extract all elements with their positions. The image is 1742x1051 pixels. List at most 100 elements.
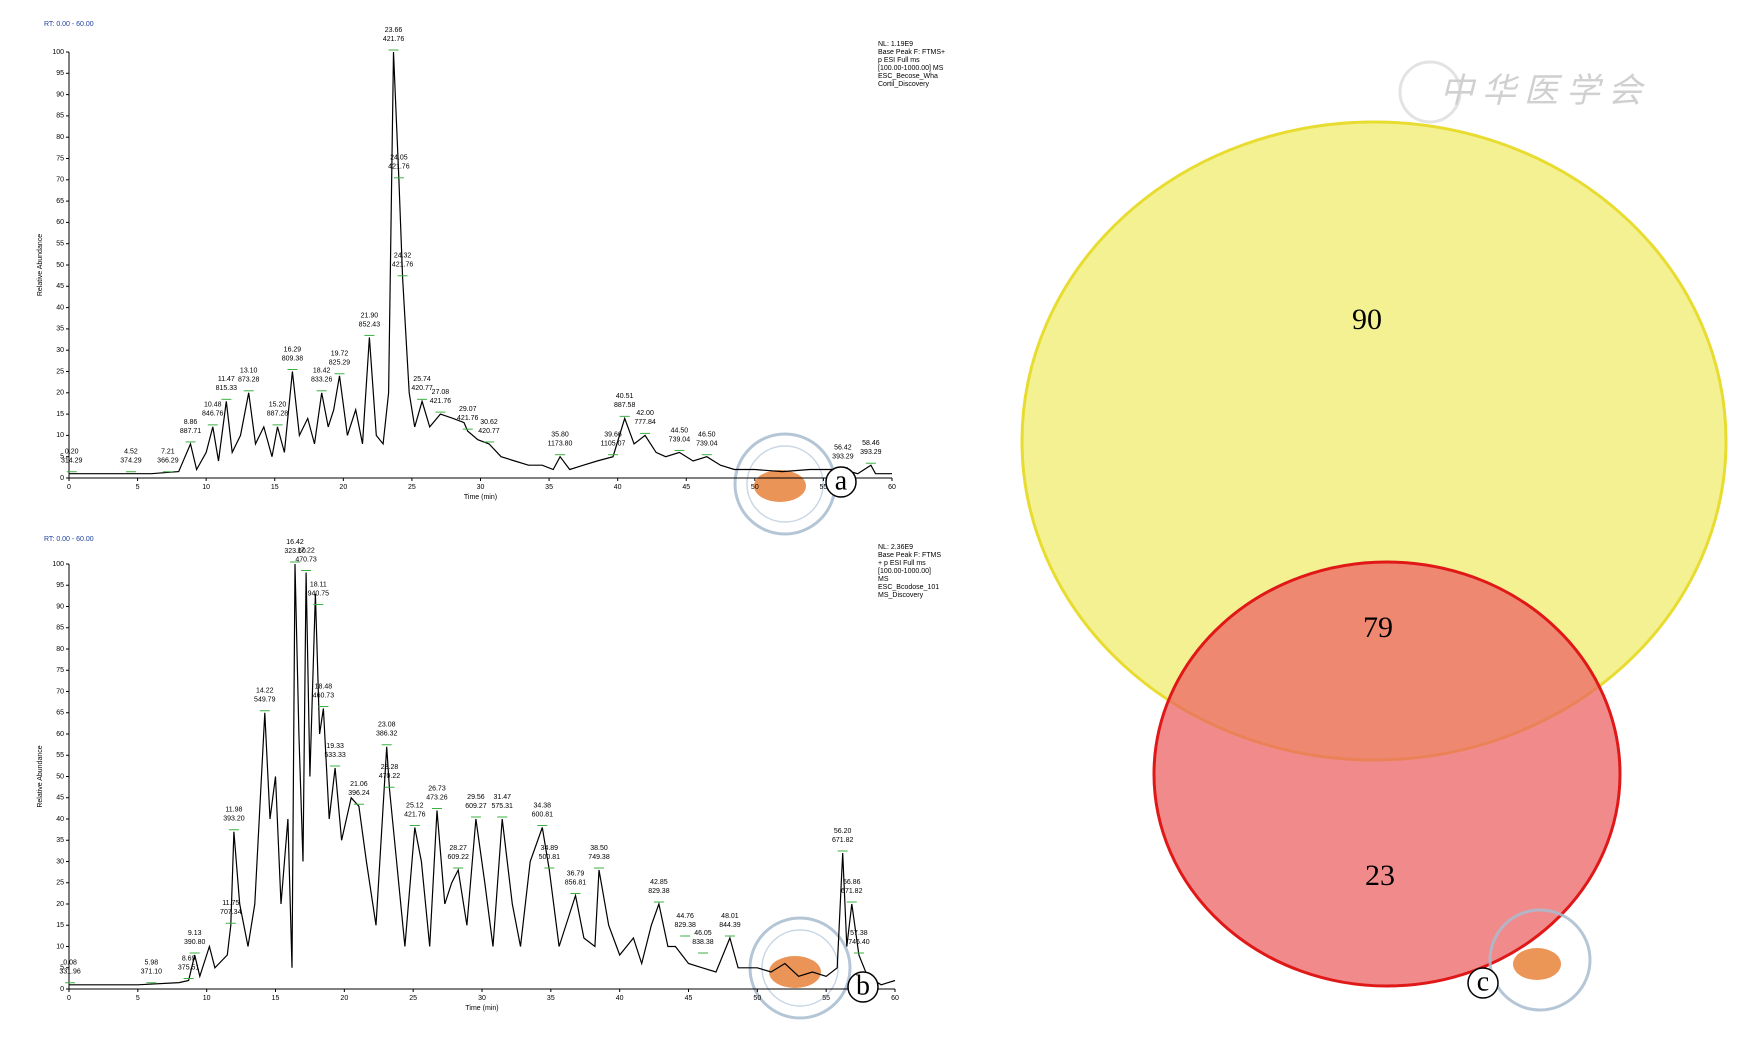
- peak-label: 19.72: [331, 351, 349, 358]
- peak-label: 29.56: [467, 794, 485, 801]
- peak-label: 421.76: [404, 811, 426, 818]
- peak-label: 386.32: [376, 731, 398, 738]
- x-tick-label: 30: [477, 484, 485, 491]
- y-tick-label: 0: [60, 986, 64, 993]
- info-line: NL: 2.36E9: [878, 544, 913, 551]
- peak-label: 39.66: [604, 432, 622, 439]
- peak-label: 14.22: [256, 688, 274, 695]
- peak-label: 19.33: [326, 743, 344, 750]
- peak-label: 396.24: [348, 790, 370, 797]
- peak-label: 28.27: [449, 845, 467, 852]
- y-tick-label: 60: [56, 731, 64, 738]
- info-line: ESC_Becose_Wha: [878, 73, 938, 80]
- y-tick-label: 65: [56, 198, 64, 205]
- peak-label: 533.33: [324, 752, 346, 759]
- peak-label: 846.76: [202, 411, 224, 418]
- y-tick-label: 35: [56, 326, 64, 333]
- info-line: Base Peak F: FTMS: [878, 552, 941, 559]
- peak-label: 26.73: [428, 785, 446, 792]
- x-tick-label: 40: [614, 484, 622, 491]
- y-tick-label: 90: [56, 91, 64, 98]
- peak-label: 829.38: [648, 888, 670, 895]
- x-tick-label: 60: [888, 484, 896, 491]
- peak-label: 23.28: [381, 764, 399, 771]
- peak-label: 500.81: [539, 854, 561, 861]
- peak-label: 24.05: [390, 155, 408, 162]
- y-tick-label: 30: [56, 347, 64, 354]
- peak-label: 749.38: [588, 854, 610, 861]
- peak-label: 35.80: [551, 432, 569, 439]
- x-tick-label: 40: [616, 995, 624, 1002]
- peak-label: 393.29: [832, 453, 854, 460]
- peak-label: 25.12: [406, 802, 424, 809]
- peak-label: 825.29: [329, 360, 351, 367]
- peak-label: 393.29: [860, 449, 882, 456]
- peak-label: 17.22: [297, 547, 315, 554]
- peak-label: 16.42: [286, 539, 304, 546]
- peak-label: 56.86: [843, 879, 861, 886]
- peak-label: 549.79: [254, 697, 276, 704]
- x-tick-label: 45: [685, 995, 693, 1002]
- peak-label: 366.29: [157, 458, 179, 465]
- x-tick-label: 10: [202, 484, 210, 491]
- x-tick-label: 35: [547, 995, 555, 1002]
- set-b: [1152, 560, 1622, 988]
- y-tick-label: 50: [56, 773, 64, 780]
- x-tick-label: 55: [820, 484, 828, 491]
- y-tick-label: 15: [56, 411, 64, 418]
- peak-label: 323.60: [284, 548, 306, 555]
- peak-label: 58.46: [862, 440, 880, 447]
- peak-label: 671.82: [841, 888, 863, 895]
- peak-label: 421.76: [392, 262, 414, 269]
- peak-label: 887.28: [267, 411, 289, 418]
- y-tick-label: 25: [56, 880, 64, 887]
- y-tick-label: 60: [56, 219, 64, 226]
- chromatogram-line: [69, 51, 892, 475]
- panel-label: c: [1477, 966, 1489, 997]
- info-line: Base Peak F: FTMS+: [878, 49, 945, 56]
- peak-label: 30.62: [480, 419, 498, 426]
- x-tick-label: 50: [751, 484, 759, 491]
- y-tick-label: 80: [56, 646, 64, 653]
- y-tick-label: 15: [56, 922, 64, 929]
- peak-label: 852.43: [359, 321, 381, 328]
- chart-title: RT: 0.00 - 60.00: [44, 21, 94, 28]
- peak-label: 57.38: [850, 930, 868, 937]
- logo-watermark: [1513, 948, 1561, 980]
- y-tick-label: 90: [56, 603, 64, 610]
- region-count: 90: [1352, 303, 1382, 336]
- peak-label: 56.42: [834, 444, 852, 451]
- x-tick-label: 5: [136, 484, 140, 491]
- panel-label-circle: [1467, 967, 1499, 999]
- y-tick-label: 95: [56, 582, 64, 589]
- peak-label: 390.80: [184, 939, 206, 946]
- peak-label: 24.32: [394, 253, 412, 260]
- peak-label: 374.29: [120, 458, 142, 465]
- peak-label: 809.38: [282, 355, 304, 362]
- x-tick-label: 55: [822, 995, 830, 1002]
- y-tick-label: 85: [56, 113, 64, 120]
- peak-label: 887.71: [180, 428, 202, 435]
- peak-label: 707.34: [220, 909, 242, 916]
- region-count: 79: [1363, 611, 1393, 644]
- peak-label: 8.86: [184, 419, 198, 426]
- peak-label: 40.51: [616, 393, 634, 400]
- y-tick-label: 75: [56, 155, 64, 162]
- peak-label: 739.04: [696, 441, 718, 448]
- peak-label: 815.33: [216, 385, 238, 392]
- y-tick-label: 75: [56, 667, 64, 674]
- x-tick-label: 45: [682, 484, 690, 491]
- peak-label: 11.98: [225, 807, 242, 814]
- y-tick-label: 35: [56, 837, 64, 844]
- peak-label: 21.90: [361, 312, 379, 319]
- y-tick-label: 100: [52, 561, 64, 568]
- peak-label: 13.10: [240, 368, 258, 375]
- y-tick-label: 65: [56, 710, 64, 717]
- peak-label: 11.75: [222, 900, 239, 907]
- peak-label: 600.81: [532, 811, 554, 818]
- peak-label: 34.38: [534, 802, 552, 809]
- x-tick-label: 0: [67, 995, 71, 1002]
- peak-label: 0.20: [65, 449, 79, 456]
- peak-label: 5.98: [145, 960, 159, 967]
